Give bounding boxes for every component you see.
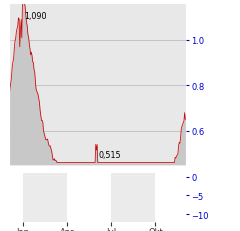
Bar <box>111 173 156 222</box>
Bar <box>67 173 111 222</box>
Bar <box>10 173 23 222</box>
Bar <box>156 173 186 222</box>
Text: 1,090: 1,090 <box>24 12 46 21</box>
Text: 0,515: 0,515 <box>98 150 121 159</box>
Bar <box>23 173 67 222</box>
